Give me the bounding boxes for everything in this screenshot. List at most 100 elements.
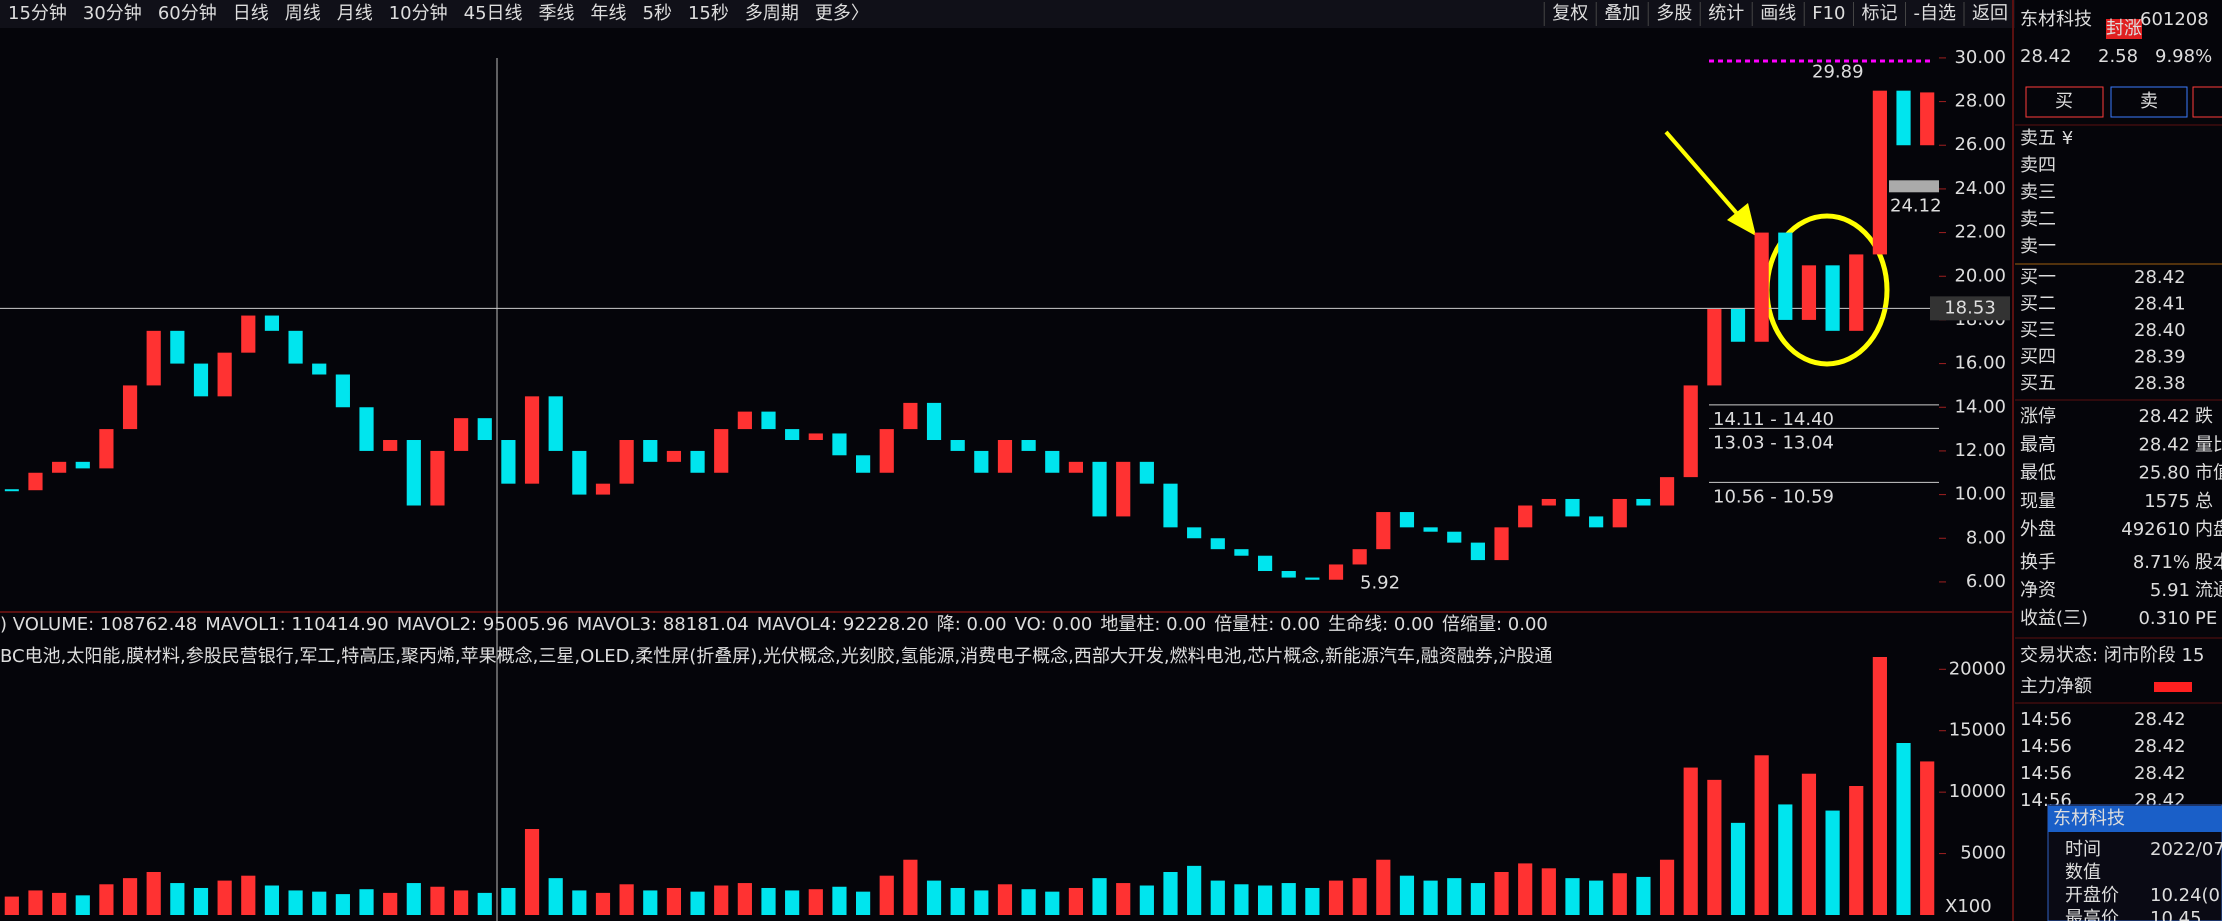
candle [974,450,989,473]
candle [1399,512,1415,528]
change: 2.58 [2098,46,2138,67]
indicator-value: 倍量柱: 0.00 [1214,614,1320,635]
bid-label: 买四 [2020,347,2056,368]
candle [1659,477,1675,506]
candle [1210,538,1225,550]
period-tab[interactable]: 45日线 [464,3,523,24]
candle [501,440,516,484]
more-box[interactable] [2192,86,2222,118]
candle [52,461,67,473]
candle [1068,461,1084,473]
candle [312,363,327,375]
candle [241,315,256,353]
buy-button[interactable]: 买 [2055,91,2073,112]
stat-label: 换手 [2020,552,2056,573]
candle [1872,90,1887,255]
pointer-arrow [1664,130,1742,219]
candle [548,396,563,451]
period-tab[interactable]: 更多〉 [815,3,869,24]
volume-bar [1730,822,1746,915]
y-tick-label: 12.00 [1954,440,2006,461]
candle [1730,309,1746,342]
crosshair-label: 18.53 [1944,297,1996,318]
buy-box[interactable] [2025,86,2104,118]
stat-value: 28.42 [2138,406,2190,427]
crosshair-box [1930,296,2010,321]
candle [477,418,492,441]
y-tick-label: 20.00 [1954,265,2006,286]
period-tab[interactable]: 年线 [591,3,627,24]
candle [855,455,871,473]
stat-label: 现量 [2020,491,2056,512]
tool-button[interactable]: 复权 [1552,3,1588,24]
concept-list: BC电池,太阳能,膜材料,参股民营银行,军工,特高压,聚丙烯,苹果概念,三星,O… [0,645,1553,667]
period-tab[interactable]: 60分钟 [158,3,217,24]
period-tab[interactable]: 季线 [539,3,575,24]
candle [1683,385,1698,478]
popup-value: 10.45 [2150,908,2202,921]
stat-extra: PE [2195,608,2217,629]
candle [430,450,445,506]
volume-bar [1021,889,1036,915]
tool-button[interactable]: 标记 [1862,3,1898,24]
period-tab[interactable]: 月线 [337,3,373,24]
tool-button[interactable]: 画线 [1760,3,1796,24]
sell-box[interactable] [2110,86,2188,118]
tool-button[interactable]: 统计 [1708,3,1744,24]
period-tab[interactable]: 15秒 [688,3,729,24]
tool-button[interactable]: 叠加 [1604,3,1640,24]
volume-bar [477,892,492,915]
bid-price: 28.42 [2134,267,2186,288]
candle [170,330,185,364]
candle [666,450,682,462]
stat-label: 最高 [2020,434,2056,455]
tool-button[interactable]: F10 [1812,3,1845,24]
ask-label: 卖五 ¥ [2020,128,2073,149]
candle [288,330,303,364]
candle [1849,254,1864,331]
volume-bar [1612,873,1627,915]
indicator-value: 倍缩量: 0.00 [1442,614,1548,635]
candle [714,429,729,473]
candle [1754,232,1769,342]
volume-bar [1470,883,1485,915]
volume-bar [1234,884,1249,915]
period-tab[interactable]: 10分钟 [389,3,448,24]
stat-extra: 总 [2195,491,2213,512]
tool-button[interactable]: 返回 [1972,3,2008,24]
indicator-value: 生命线: 0.00 [1328,614,1434,635]
volume-bar [1257,885,1273,915]
candle [383,440,398,451]
period-tab[interactable]: 15分钟 [8,3,67,24]
volume-bar [808,889,823,915]
period-tab[interactable]: 5秒 [643,3,672,24]
candle [761,411,776,430]
bid-price: 28.39 [2134,347,2186,368]
indicator-value: ) VOLUME: 108762.48 [0,614,197,635]
candle [1494,527,1509,561]
period-tab[interactable]: 30分钟 [83,3,142,24]
volume-bar [524,829,540,915]
stat-extra: 流通 [2195,580,2222,601]
tool-button[interactable]: 多股 [1656,3,1692,24]
sell-button[interactable]: 卖 [2140,91,2158,112]
volume-bar [1139,885,1154,915]
candle [524,396,540,484]
period-tab[interactable]: 周线 [285,3,321,24]
volume-bar [312,891,327,915]
volume-bar [170,883,185,915]
period-tab[interactable]: 多周期 [745,3,799,24]
tool-button[interactable]: -自选 [1914,3,1957,24]
bid-label: 买一 [2020,267,2056,288]
candle [122,385,138,430]
y-tick-label: 30.00 [1954,47,2006,68]
candle [1328,564,1344,580]
candle [406,440,421,506]
volume-bar [855,891,871,915]
period-tab[interactable]: 日线 [233,3,269,24]
stat-label: 涨停 [2020,406,2056,427]
volume-bar [1447,878,1462,915]
volume-bar [714,885,729,915]
tick-time: 14:56 [2020,763,2072,784]
